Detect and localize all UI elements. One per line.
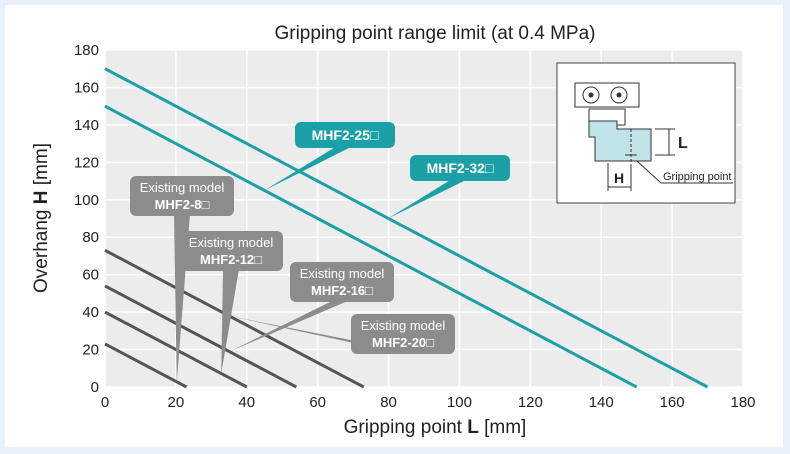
callout-box bbox=[351, 314, 455, 354]
callout-box bbox=[130, 176, 234, 216]
callout-pointer bbox=[388, 179, 468, 219]
y-tick-label: 80 bbox=[82, 229, 99, 246]
gripper-body bbox=[574, 82, 640, 108]
x-tick-label: 140 bbox=[589, 394, 614, 411]
callout-line1: Existing model bbox=[140, 180, 225, 195]
roller-right-hub bbox=[616, 92, 622, 98]
callout-line2: MHF2-12□ bbox=[200, 252, 262, 267]
callout-box bbox=[295, 122, 395, 148]
roller-left-hub bbox=[588, 92, 594, 98]
callout-0: MHF2-25□ bbox=[264, 122, 395, 191]
tick-labels: 0 20 40 60 80 100 120 140 160 180 0 20 40 60 80 100 120 1… bbox=[74, 42, 756, 411]
label-H: H bbox=[614, 170, 624, 186]
callouts: MHF2-25□MHF2-32□Existing modelMHF2-8□Exi… bbox=[130, 122, 510, 382]
callout-line1: Existing model bbox=[300, 266, 385, 281]
callout-pointer bbox=[229, 315, 411, 352]
callout-4: Existing model MHF2-16□ bbox=[229, 262, 394, 352]
y-tick-label: 60 bbox=[82, 267, 99, 284]
callout-pointer bbox=[221, 269, 239, 374]
x-tick-label: 180 bbox=[730, 394, 755, 411]
callout-pointer bbox=[264, 146, 353, 191]
series-line-3 bbox=[104, 284, 298, 389]
callout-pointer bbox=[229, 300, 350, 352]
callout-3: Existing model MHF2-12□ bbox=[179, 231, 283, 374]
inset-caption: Gripping point bbox=[663, 171, 732, 183]
callout-line2: MHF2-32□ bbox=[427, 160, 494, 176]
series-line-4 bbox=[104, 310, 248, 389]
x-tick-label: 20 bbox=[168, 394, 185, 411]
label-L: L bbox=[678, 135, 688, 152]
series-line-0 bbox=[104, 67, 709, 389]
x-tick-label: 100 bbox=[447, 394, 472, 411]
workpiece bbox=[588, 120, 652, 162]
y-tick-label: 40 bbox=[82, 304, 99, 321]
gripper-diagram-inset: L H Gripping point bbox=[556, 62, 736, 204]
callout-line1: Existing model bbox=[189, 235, 274, 250]
callout-box bbox=[179, 231, 283, 271]
y-tick-label: 0 bbox=[91, 379, 99, 396]
series-line-1 bbox=[104, 104, 638, 389]
y-tick-label: 120 bbox=[74, 154, 99, 171]
series-lines bbox=[104, 67, 709, 389]
y-tick-label: 140 bbox=[74, 117, 99, 134]
x-tick-label: 80 bbox=[380, 394, 397, 411]
roller-left bbox=[582, 86, 600, 104]
x-tick-label: 0 bbox=[101, 394, 109, 411]
series-line-5 bbox=[104, 342, 188, 389]
callout-2: Existing model MHF2-8□ bbox=[130, 176, 234, 382]
callout-line2: MHF2-25□ bbox=[312, 127, 379, 143]
gripping-range-chart: Gripping point range limit (at 0.4 MPa) … bbox=[31, 23, 756, 438]
caption-leader bbox=[636, 160, 662, 184]
y-axis-label: Overhang H [mm] bbox=[31, 143, 52, 293]
callout-line2: MHF2-16□ bbox=[311, 283, 373, 298]
y-tick-label: 160 bbox=[74, 79, 99, 96]
x-tick-label: 60 bbox=[309, 394, 326, 411]
callout-line2: MHF2-20□ bbox=[372, 335, 434, 350]
y-tick-label: 100 bbox=[74, 192, 99, 209]
y-tick-label: 20 bbox=[82, 342, 99, 359]
x-tick-label: 120 bbox=[518, 394, 543, 411]
chart-title: Gripping point range limit (at 0.4 MPa) bbox=[274, 23, 595, 44]
callout-line1: Existing model bbox=[361, 318, 446, 333]
callout-box bbox=[410, 155, 510, 181]
x-tick-label: 160 bbox=[660, 394, 685, 411]
series-line-2 bbox=[104, 249, 365, 389]
callout-1: MHF2-32□ bbox=[388, 155, 510, 219]
chart-frame: Gripping point range limit (at 0.4 MPa) … bbox=[5, 5, 783, 447]
x-axis-label: Gripping point L [mm] bbox=[344, 417, 527, 438]
roller-right bbox=[610, 86, 628, 104]
x-tick-label: 40 bbox=[238, 394, 255, 411]
y-tick-label: 180 bbox=[74, 42, 99, 59]
callout-box bbox=[290, 262, 394, 302]
callout-line2: MHF2-8□ bbox=[155, 197, 210, 212]
callout-5: Existing model MHF2-20□ bbox=[229, 314, 455, 354]
